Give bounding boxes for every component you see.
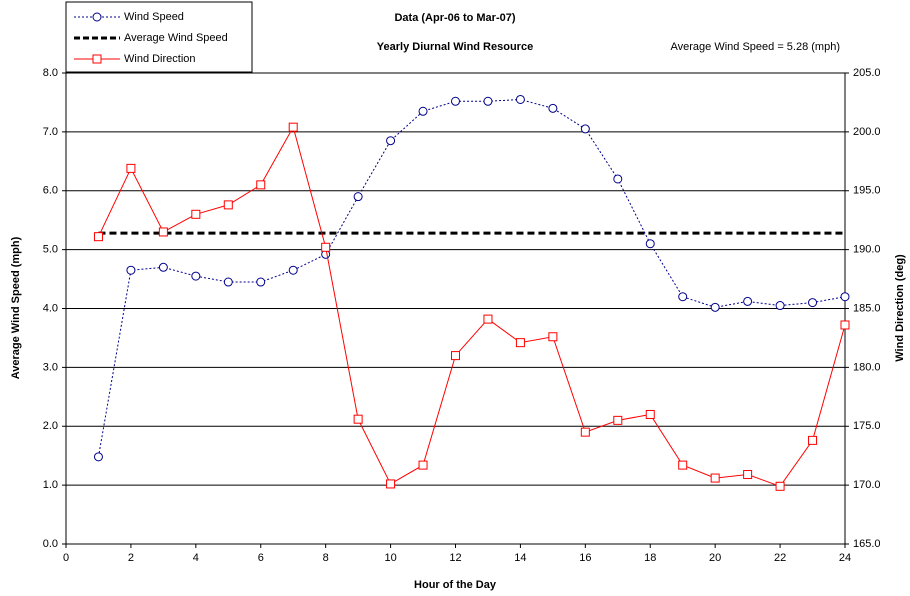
data-point xyxy=(678,292,688,302)
x-tick-label: 22 xyxy=(774,552,786,564)
x-axis-title: Hour of the Day xyxy=(414,579,497,591)
legend-label: Average Wind Speed xyxy=(124,32,228,44)
data-point xyxy=(645,409,655,419)
data-point xyxy=(710,473,720,483)
x-tick-label: 10 xyxy=(384,552,396,564)
data-point xyxy=(548,332,558,342)
y2-tick-label: 185.0 xyxy=(853,302,881,314)
data-point xyxy=(93,452,103,462)
y2-axis-title: Wind Direction (deg) xyxy=(894,254,906,362)
data-point xyxy=(515,338,525,348)
x-tick-label: 24 xyxy=(839,552,851,564)
data-point xyxy=(808,298,818,308)
legend-label: Wind Direction xyxy=(124,53,196,65)
legend-marker xyxy=(92,54,102,64)
chart-subtitle: Yearly Diurnal Wind Resource xyxy=(377,41,533,53)
data-point xyxy=(613,174,623,184)
chart-title: Data (Apr-06 to Mar-07) xyxy=(394,12,515,24)
data-point xyxy=(515,94,525,104)
data-point xyxy=(126,265,136,275)
x-tick-label: 4 xyxy=(193,552,199,564)
data-point xyxy=(548,103,558,113)
x-tick-label: 12 xyxy=(449,552,461,564)
data-point xyxy=(288,265,298,275)
data-point xyxy=(775,301,785,311)
y-axis-title: Average Wind Speed (mph) xyxy=(10,236,22,379)
legend: Wind Speed Average Wind Speed Wind Directi… xyxy=(65,1,253,73)
data-point xyxy=(353,414,363,424)
data-point xyxy=(256,180,266,190)
data-point xyxy=(353,192,363,202)
data-point xyxy=(126,163,136,173)
data-point xyxy=(158,262,168,272)
data-point xyxy=(418,106,428,116)
data-point xyxy=(223,277,233,287)
y2-tick-label: 180.0 xyxy=(853,361,881,373)
legend-label: Wind Speed xyxy=(124,11,184,23)
series-line xyxy=(97,98,846,457)
y-tick-label: 0.0 xyxy=(43,538,58,550)
data-point xyxy=(191,271,201,281)
data-point xyxy=(288,122,298,132)
data-point xyxy=(256,277,266,287)
x-tick-label: 2 xyxy=(128,552,134,564)
y2-tick-label: 195.0 xyxy=(853,185,881,197)
legend-marker xyxy=(92,12,102,22)
series-line xyxy=(98,125,846,487)
data-point xyxy=(775,481,785,491)
data-point xyxy=(840,320,850,330)
y-tick-label: 8.0 xyxy=(43,67,58,79)
data-point xyxy=(645,239,655,249)
data-point xyxy=(840,292,850,302)
data-point xyxy=(191,209,201,219)
data-point xyxy=(483,96,493,106)
data-point xyxy=(580,124,590,134)
data-point xyxy=(678,460,688,470)
data-point xyxy=(613,415,623,425)
x-tick-label: 16 xyxy=(579,552,591,564)
data-point xyxy=(451,96,460,106)
y-tick-label: 6.0 xyxy=(43,185,58,197)
y2-tick-label: 165.0 xyxy=(853,538,881,550)
y2-tick-label: 190.0 xyxy=(853,244,881,256)
x-tick-label: 20 xyxy=(709,552,721,564)
data-point xyxy=(451,351,460,361)
data-point xyxy=(386,479,396,489)
y2-tick-label: 175.0 xyxy=(853,420,881,432)
x-tick-label: 8 xyxy=(323,552,329,564)
y-tick-label: 2.0 xyxy=(43,420,58,432)
annotation: Average Wind Speed = 5.28 (mph) xyxy=(671,41,840,53)
data-point xyxy=(580,427,590,437)
data-point xyxy=(808,435,818,445)
data-point xyxy=(418,460,428,470)
x-tick-label: 6 xyxy=(258,552,264,564)
y2-tick-label: 205.0 xyxy=(853,67,881,79)
y2-tick-label: 170.0 xyxy=(853,479,881,491)
x-tick-label: 0 xyxy=(63,552,69,564)
y-tick-label: 1.0 xyxy=(43,479,58,491)
data-point xyxy=(223,200,233,210)
data-point xyxy=(386,136,396,146)
y-tick-label: 3.0 xyxy=(43,361,58,373)
data-point xyxy=(743,296,753,306)
y2-tick-label: 200.0 xyxy=(853,126,881,138)
x-tick-label: 14 xyxy=(514,552,526,564)
y-tick-label: 7.0 xyxy=(43,126,58,138)
y-tick-label: 4.0 xyxy=(43,302,58,314)
data-point xyxy=(743,470,753,480)
y-tick-label: 5.0 xyxy=(43,244,58,256)
data-point xyxy=(483,314,493,324)
data-point xyxy=(321,242,331,252)
x-tick-label: 18 xyxy=(644,552,656,564)
data-point xyxy=(710,302,720,312)
data-point xyxy=(158,227,168,237)
plot-frame xyxy=(65,72,846,545)
data-point xyxy=(93,232,103,242)
